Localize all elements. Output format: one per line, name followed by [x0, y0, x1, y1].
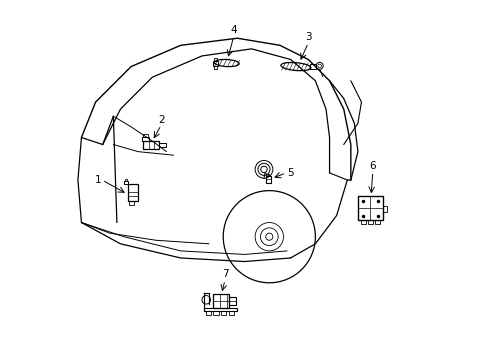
Text: 2: 2 [158, 115, 164, 125]
Text: 3: 3 [305, 32, 311, 42]
Bar [212, 294, 228, 307]
Bar [129, 201, 134, 205]
Bar [266, 174, 269, 176]
Text: 7: 7 [221, 269, 228, 279]
Bar [124, 181, 128, 184]
Bar [212, 61, 218, 66]
Bar [228, 311, 234, 315]
Text: 4: 4 [230, 25, 237, 35]
Text: 5: 5 [286, 168, 293, 178]
Bar [228, 297, 235, 305]
Bar [367, 220, 372, 224]
Bar [374, 220, 380, 224]
Bar [382, 206, 386, 212]
Text: 1: 1 [94, 175, 101, 185]
Bar [309, 64, 316, 69]
Text: 6: 6 [369, 161, 375, 171]
Bar [143, 141, 159, 149]
Bar [221, 311, 226, 315]
Bar [125, 179, 127, 181]
Bar [265, 176, 271, 183]
Bar [205, 311, 210, 315]
Bar [159, 143, 165, 147]
Bar [142, 137, 148, 141]
Bar [214, 66, 216, 69]
Bar [357, 196, 382, 220]
Bar [143, 134, 147, 137]
Bar [360, 220, 366, 224]
Bar [203, 307, 237, 311]
Bar [214, 58, 216, 61]
Bar [127, 184, 138, 201]
Bar [213, 311, 218, 315]
